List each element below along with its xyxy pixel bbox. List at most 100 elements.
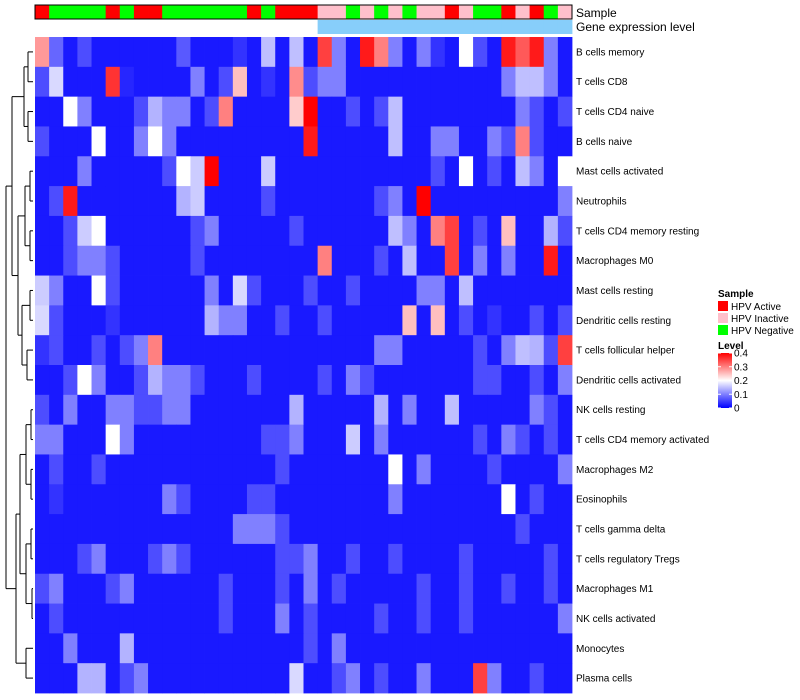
heatmap-cell — [105, 245, 121, 276]
heatmap-cell — [232, 394, 248, 426]
heatmap-cell — [91, 663, 107, 694]
heatmap-cell — [458, 215, 474, 247]
heatmap-cell — [218, 514, 234, 545]
heatmap-cell — [444, 514, 460, 545]
heatmap-cell — [133, 126, 149, 157]
heatmap-cell — [515, 543, 530, 575]
heatmap-cell — [289, 335, 304, 366]
heatmap-cell — [91, 633, 107, 664]
row-label: T cells regulatory Tregs — [576, 554, 680, 565]
heatmap-cell — [148, 633, 163, 664]
heatmap-cell — [176, 394, 191, 426]
heatmap-cell — [77, 365, 92, 396]
heatmap-cell — [275, 215, 290, 247]
heatmap-cell — [119, 365, 135, 396]
heatmap-cell — [246, 454, 262, 485]
heatmap-cell — [303, 663, 319, 694]
heatmap-cell — [49, 543, 64, 575]
heatmap-cell — [416, 663, 432, 694]
heatmap-cell — [162, 96, 177, 127]
heatmap-cell — [458, 543, 474, 575]
heatmap-cell — [232, 603, 248, 634]
heatmap-cell — [557, 335, 573, 366]
sample-annotation-border — [34, 4, 573, 20]
heatmap-cell — [473, 245, 488, 276]
heatmap-cell — [190, 543, 205, 575]
heatmap-cell — [360, 454, 375, 485]
heatmap-cell — [529, 424, 545, 455]
heatmap-cell — [261, 275, 276, 306]
heatmap-cell — [303, 245, 319, 276]
heatmap-cell — [529, 156, 545, 187]
heatmap-cell — [289, 126, 304, 157]
heatmap-cell — [119, 573, 135, 604]
heatmap-cell — [444, 245, 460, 276]
heatmap-cell — [487, 484, 502, 515]
heatmap-cell — [246, 603, 262, 634]
heatmap-cell — [430, 603, 446, 634]
heatmap-cell — [473, 663, 488, 694]
heatmap-cell — [49, 66, 64, 98]
heatmap-cell — [388, 96, 403, 127]
heatmap-cell — [473, 424, 488, 455]
heatmap-cell — [487, 633, 502, 664]
heatmap-cell — [35, 573, 50, 604]
heatmap-cell — [543, 514, 559, 545]
heatmap-cell — [35, 305, 50, 336]
heatmap-cell — [77, 394, 92, 426]
sample-annotation-cell — [458, 5, 474, 19]
heatmap-cell — [402, 365, 417, 396]
heatmap-cell — [487, 66, 502, 98]
heatmap-cell — [515, 663, 530, 694]
heatmap-cell — [430, 66, 446, 98]
heatmap-cell — [430, 365, 446, 396]
heatmap-cell — [162, 573, 177, 604]
heatmap-cell — [557, 37, 573, 68]
heatmap-cell — [190, 514, 205, 545]
heatmap-cell — [515, 186, 530, 217]
sample-annotation-cell — [557, 5, 573, 19]
sample-annotation-cell — [303, 5, 319, 19]
heatmap-cell — [557, 424, 573, 455]
sample-annotation-cell — [204, 5, 220, 19]
heatmap-cell — [317, 633, 333, 664]
heatmap-cell — [289, 156, 304, 187]
heatmap-cell — [303, 514, 319, 545]
heatmap-cell — [303, 96, 319, 127]
heatmap-cell — [148, 37, 163, 68]
heatmap-cell — [162, 633, 177, 664]
heatmap-cell — [303, 215, 319, 247]
heatmap-cell — [261, 66, 276, 98]
heatmap-cell — [303, 186, 319, 217]
heatmap-cell — [148, 543, 163, 575]
row-label: Macrophages M2 — [576, 465, 654, 476]
heatmap-cell — [402, 186, 417, 217]
heatmap-cell — [63, 365, 78, 396]
heatmap-cell — [204, 186, 220, 217]
heatmap-cell — [317, 186, 333, 217]
heatmap-cell — [204, 603, 220, 634]
heatmap-cell — [317, 365, 333, 396]
heatmap-cell — [119, 663, 135, 694]
heatmap-cell — [345, 66, 361, 98]
heatmap-cell — [345, 186, 361, 217]
heatmap-cell — [416, 573, 432, 604]
heatmap-cell — [416, 424, 432, 455]
heatmap-cell — [345, 335, 361, 366]
heatmap-cell — [374, 484, 389, 515]
sample-annotation-cell — [275, 5, 290, 19]
heatmap-cell — [190, 305, 205, 336]
row-label: T cells CD4 memory activated — [576, 435, 709, 446]
heatmap-cell — [162, 156, 177, 187]
heatmap-cell — [91, 245, 107, 276]
heatmap-cell — [49, 394, 64, 426]
heatmap-cell — [360, 245, 375, 276]
sample-annotation-cell — [515, 5, 530, 19]
heatmap-cell — [543, 305, 559, 336]
heatmap-cell — [133, 484, 149, 515]
row-label: Monocytes — [576, 644, 624, 655]
heatmap-cell — [289, 633, 304, 664]
heatmap-cell — [148, 66, 163, 98]
heatmap-cell — [261, 96, 276, 127]
sample-annotation-cell — [176, 5, 191, 19]
